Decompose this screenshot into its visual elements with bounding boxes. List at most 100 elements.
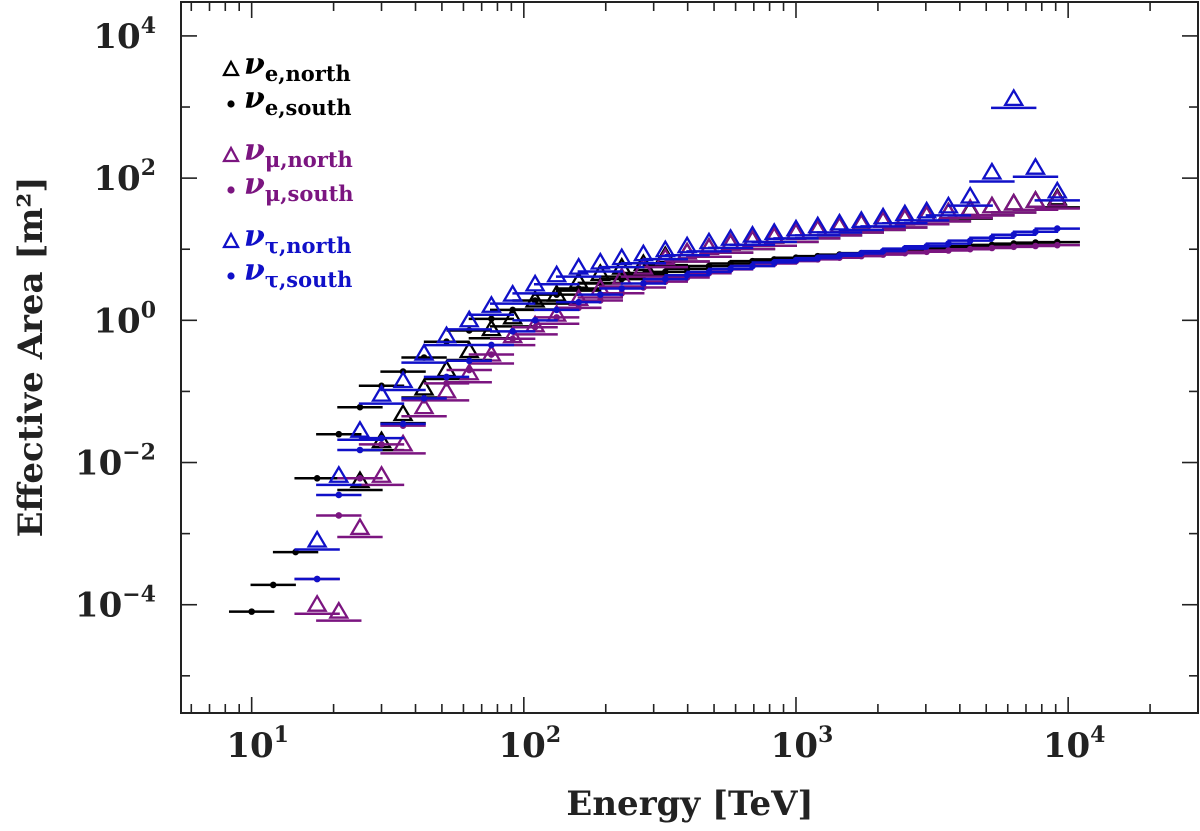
data-point-dot <box>356 446 364 454</box>
legend-item-1: νe,south <box>227 81 352 120</box>
data-point-dot <box>597 291 604 298</box>
data-point-dot <box>531 297 539 304</box>
data-point-triangle <box>458 309 480 328</box>
data-point-dot <box>640 280 647 287</box>
legend-triangle-marker <box>222 59 240 77</box>
legend-item-0: νe,north <box>222 47 351 86</box>
data-point-dot <box>443 373 450 381</box>
data-point-dot <box>378 441 385 448</box>
data-point-dot <box>335 512 343 519</box>
plot-frame <box>180 1 1199 714</box>
data-point-triangle <box>458 340 480 359</box>
data-point-dot <box>509 328 516 335</box>
data-point-dot <box>531 317 539 324</box>
data-point-triangle <box>502 306 524 325</box>
data-point-dot <box>662 268 669 276</box>
data-point-triangle <box>413 377 435 396</box>
legend-item-4: ντ,north <box>222 219 352 258</box>
data-point-dot <box>553 314 560 321</box>
tick-labels: 101 102 103 104 10−4 10−2 100 102 104 <box>75 13 1106 766</box>
data-point-triangle <box>306 593 328 612</box>
y-tick-label: 102 <box>93 155 156 199</box>
data-point-dot <box>531 323 539 331</box>
data-point-dot <box>313 474 321 482</box>
data-point-triangle <box>807 215 829 234</box>
data-point-dot <box>575 298 582 306</box>
y-tick-label: 104 <box>93 13 156 57</box>
data-point-triangle <box>589 251 611 270</box>
legend-item-5: ντ,south <box>227 253 352 292</box>
data-point-triangle <box>306 529 328 548</box>
data-point-triangle <box>436 325 458 344</box>
y-tick-label: 10−2 <box>75 440 156 484</box>
data-point-dot <box>662 275 669 283</box>
data-point-dot <box>420 395 428 402</box>
data-point-triangle <box>392 403 414 422</box>
data-point-triangle <box>1003 192 1025 211</box>
data-point-dot <box>335 491 343 499</box>
data-point-triangle <box>720 228 742 246</box>
legend-triangle-marker <box>222 145 240 163</box>
data-point-dot <box>966 237 974 244</box>
data-point-dot <box>335 430 343 438</box>
data-point-dot <box>269 581 277 589</box>
y-tick-label: 10−4 <box>75 582 156 626</box>
x-axis-label: Energy [TeV] <box>566 784 813 824</box>
data-point-triangle <box>371 383 393 402</box>
legend-item-3: νμ,south <box>227 167 354 206</box>
data-point-triangle <box>546 264 568 283</box>
legend-dot-marker <box>227 186 235 194</box>
data-point-dot <box>1053 241 1061 249</box>
data-point-dot <box>945 240 952 247</box>
data-point-triangle <box>480 318 502 337</box>
x-tick-label: 101 <box>226 722 289 766</box>
data-point-triangle <box>763 222 785 240</box>
data-point-triangle <box>872 206 894 225</box>
legend-item-2: νμ,north <box>222 133 353 172</box>
data-point-dot <box>443 380 450 387</box>
data-point-dot <box>988 234 996 242</box>
data-point-triangle <box>741 224 763 243</box>
series-4 <box>294 88 1080 551</box>
data-point-dot <box>1032 228 1039 236</box>
data-point-triangle <box>413 342 435 361</box>
data-point-dot <box>488 315 495 323</box>
data-point-dot <box>749 262 756 270</box>
legend-triangle-marker <box>222 231 240 249</box>
data-point-triangle <box>413 396 435 415</box>
data-point-triangle <box>981 161 1003 180</box>
x-tick-label: 104 <box>1043 722 1106 766</box>
data-point-dot <box>1053 225 1061 232</box>
data-point-dot <box>465 357 473 365</box>
data-point-dot <box>313 575 321 583</box>
data-point-dot <box>1010 231 1018 239</box>
data-point-triangle <box>568 256 590 275</box>
data-point-dot <box>553 306 560 314</box>
data-point-triangle <box>916 200 938 219</box>
data-point-dot <box>509 335 516 343</box>
data-point-dot <box>683 271 691 279</box>
data-point-triangle <box>1046 180 1068 199</box>
data-point-triangle <box>894 203 916 222</box>
data-point-triangle <box>392 370 414 389</box>
legend-dot-marker <box>227 272 235 280</box>
data-point-triangle <box>328 465 350 483</box>
data-point-dot <box>705 268 713 276</box>
data-point-dot <box>399 420 407 428</box>
axis-ticks <box>181 2 1199 713</box>
data-point-triangle <box>828 212 851 231</box>
legend-label: νμ,north <box>244 133 353 172</box>
data-point-triangle <box>1003 88 1025 107</box>
data-point-dot <box>488 351 495 358</box>
data-point-triangle <box>458 362 480 381</box>
data-point-triangle <box>611 247 633 266</box>
data-point-dot <box>618 285 626 292</box>
legend-label: νμ,south <box>244 167 354 206</box>
y-axis-label: Effective Area [m²] <box>11 177 51 538</box>
legend-label: νe,north <box>244 47 351 86</box>
data-point-triangle <box>349 470 371 489</box>
data-point-triangle <box>524 289 546 308</box>
data-point-dot <box>488 341 495 349</box>
series-3 <box>294 241 1080 583</box>
